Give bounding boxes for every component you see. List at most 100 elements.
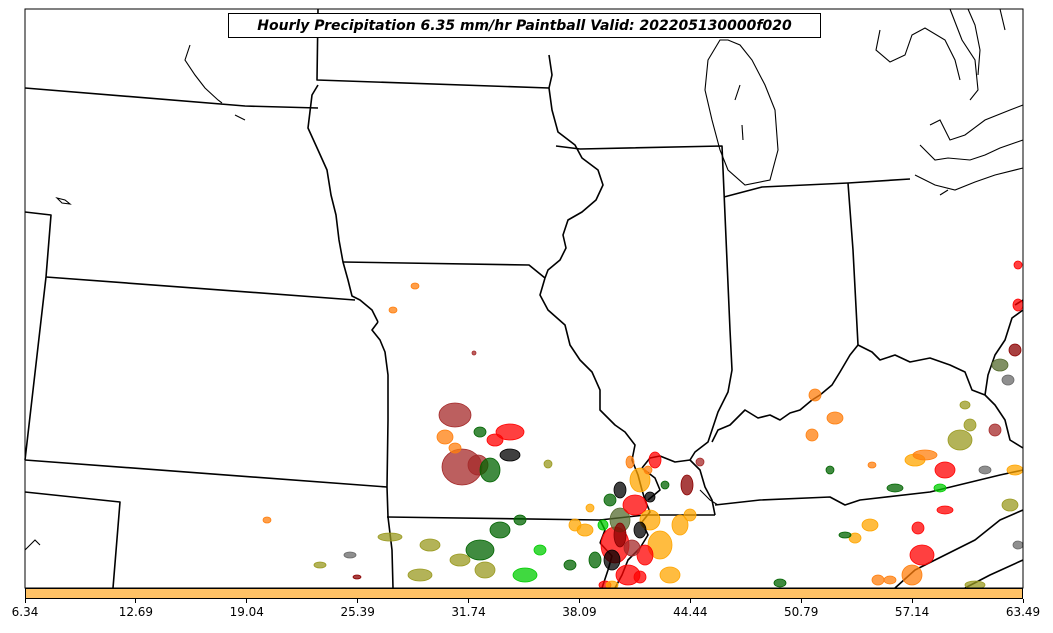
paintball-blob <box>489 521 511 539</box>
paintball-blob <box>886 483 904 493</box>
colorbar-tick <box>911 599 913 603</box>
coastlines <box>24 8 1024 551</box>
colorbar-tick-label: 44.44 <box>673 605 708 619</box>
paintball-blob <box>633 521 647 539</box>
paintball-blob <box>623 539 641 557</box>
paintball-blob <box>533 544 547 556</box>
colorbar-tick <box>800 599 802 603</box>
paintball-blob <box>826 411 844 425</box>
paintball-blob <box>1001 498 1019 512</box>
paintball-blob <box>901 564 923 586</box>
paintball-blob <box>838 531 852 539</box>
paintball-blob <box>911 521 925 535</box>
colorbar-tick <box>135 599 137 603</box>
paintball-blob <box>1013 260 1023 270</box>
map-frame <box>24 8 1024 589</box>
paintball-blob <box>991 358 1009 372</box>
colorbar-tick <box>246 599 248 603</box>
paintball-blob <box>660 480 670 490</box>
paintball-blob <box>473 426 487 438</box>
paintball-blob <box>1012 540 1024 550</box>
paintball-blob <box>629 467 651 493</box>
paintball-blob <box>585 503 595 513</box>
paintball-blob <box>988 423 1002 437</box>
paintball-blob <box>419 538 441 552</box>
paintball-blob <box>343 551 357 559</box>
paintball-blob <box>633 570 647 584</box>
paintball-blob <box>861 518 879 532</box>
paintball-blob <box>1001 374 1015 386</box>
paintball-blob <box>486 433 504 447</box>
paintball-blob <box>436 429 454 445</box>
colorbar-tick-label: 50.79 <box>784 605 819 619</box>
paintball-blob <box>883 575 897 585</box>
paintball-blob <box>625 455 635 469</box>
paintball-blob <box>597 519 609 531</box>
paintball-blob <box>936 505 954 515</box>
paintball-blob <box>499 448 521 462</box>
paintball-blob <box>648 451 662 469</box>
paintball-blob <box>603 549 621 571</box>
paintball-blob <box>588 551 602 569</box>
paintball-blob <box>448 442 462 454</box>
colorbar-tick <box>357 599 359 603</box>
paintball-blob <box>848 532 862 544</box>
paintball-blob <box>1006 464 1024 476</box>
colorbar-tick-label: 38.09 <box>562 605 597 619</box>
paintball-blob <box>377 532 403 542</box>
paintball-blob <box>543 459 553 469</box>
paintball-blob <box>909 544 935 566</box>
colorbar-tick-label: 63.49 <box>1005 605 1041 619</box>
paintball-blob <box>647 530 673 560</box>
paintball-blob <box>636 544 654 566</box>
paintball-blob <box>934 461 956 479</box>
colorbar <box>25 588 1023 599</box>
paintball-blob <box>622 494 648 516</box>
paintball-blob <box>410 282 420 290</box>
colorbar-tick <box>1022 599 1024 603</box>
paintball-blob <box>643 465 653 475</box>
paintball-blob <box>1012 298 1024 312</box>
colorbar-tick <box>24 599 26 603</box>
paintball-blob <box>1008 343 1022 357</box>
paintball-blob <box>683 508 697 522</box>
paintball-blob <box>563 559 577 571</box>
paintball-blob <box>933 483 947 493</box>
paintball-blob <box>871 574 885 586</box>
colorbar-tick <box>689 599 691 603</box>
colorbar-tick-label: 31.74 <box>451 605 486 619</box>
paintball-blob <box>644 491 656 503</box>
paintball-blob <box>449 553 471 567</box>
paintball-blob <box>959 400 971 410</box>
paintball-blob <box>671 514 689 536</box>
paintball-blob <box>512 567 538 583</box>
paintball-blob <box>313 561 327 569</box>
paintball-blob <box>912 449 938 461</box>
paintball-blob <box>825 465 835 475</box>
paintball-blob <box>867 461 877 469</box>
paintball-blob <box>465 539 495 561</box>
paintball-blob <box>947 429 973 451</box>
colorbar-tick-label: 12.69 <box>118 605 154 619</box>
colorbar-tick <box>578 599 580 603</box>
paintball-blob <box>568 518 582 532</box>
paintball-blob <box>603 493 617 507</box>
paintball-blob <box>471 350 477 356</box>
paintball-blob <box>613 522 627 548</box>
map-title: Hourly Precipitation 6.35 mm/hr Paintbal… <box>228 13 821 38</box>
colorbar-tick-label: 6.34 <box>11 605 39 619</box>
paintball-blob <box>680 474 694 496</box>
paintball-blob <box>613 481 627 499</box>
paintball-blob <box>963 418 977 432</box>
paintball-blob <box>978 465 992 475</box>
colorbar-tick-label: 25.39 <box>340 605 375 619</box>
paintball-blob <box>513 514 527 526</box>
colorbar-tick-label: 57.14 <box>894 605 930 619</box>
paintball-blob <box>262 516 272 524</box>
paintball-blob <box>805 428 819 442</box>
paintball-blob <box>659 566 681 584</box>
paintball-blob <box>474 561 496 579</box>
paintball-blob <box>438 402 472 428</box>
paintball-blob <box>407 568 433 582</box>
